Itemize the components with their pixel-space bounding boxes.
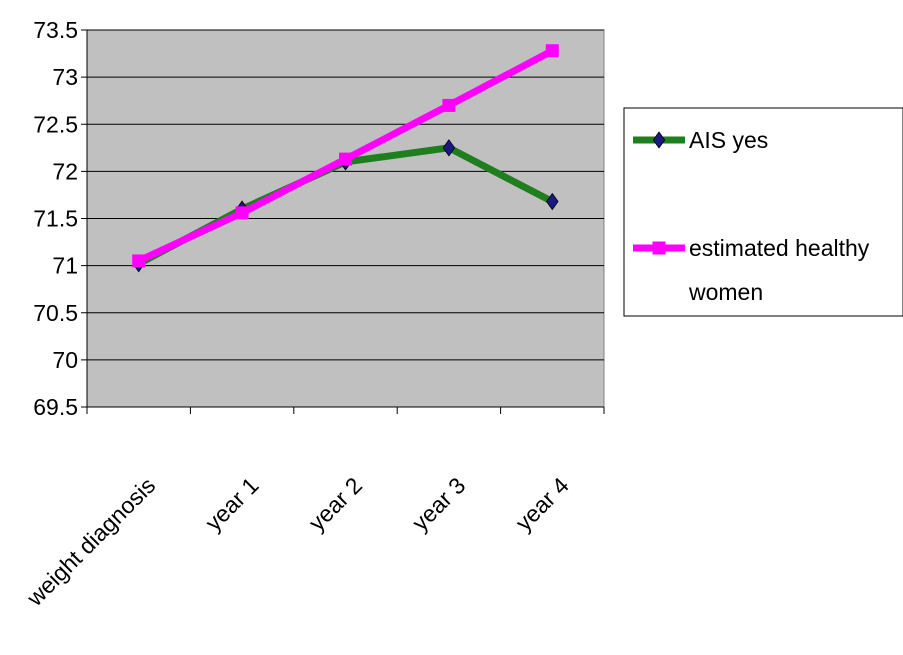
data-point-marker — [442, 139, 456, 157]
y-tick-label: 71.5 — [33, 206, 78, 232]
y-tick-label: 72.5 — [33, 111, 78, 137]
legend-swatch-marker — [652, 131, 666, 149]
axes — [81, 29, 605, 414]
x-tick-label: year 4 — [510, 472, 574, 536]
y-tick-label: 70 — [52, 347, 78, 373]
x-tick-label: weight diagnosis — [21, 472, 160, 611]
x-tick-label: year 3 — [407, 472, 471, 536]
y-tick-label: 73 — [52, 64, 78, 90]
y-axis-tick-labels: 73.5 73 72.5 72 71.5 71 70.5 70 69.5 — [33, 17, 78, 420]
x-axis-tick-labels: weight diagnosis year 1 year 2 year 3 year 4 — [21, 472, 574, 611]
legend-swatch-marker — [652, 241, 666, 255]
legend: AIS yes estimated healthy women — [623, 107, 903, 317]
legend-label: AIS yes — [689, 127, 768, 153]
data-point-marker — [546, 192, 559, 211]
y-tick-label: 73.5 — [33, 17, 78, 43]
data-point-marker — [442, 98, 456, 112]
legend-label-continued: women — [688, 279, 763, 305]
y-tick-label: 71 — [52, 253, 78, 279]
x-tick-label: year 2 — [303, 472, 367, 536]
series-layer — [132, 44, 559, 273]
y-tick-label: 70.5 — [33, 300, 78, 326]
data-point-marker — [235, 206, 249, 220]
legend-label: estimated healthy — [689, 235, 870, 261]
x-tick-label: year 1 — [200, 472, 264, 536]
data-point-marker — [132, 254, 146, 268]
data-point-marker — [545, 44, 559, 58]
data-point-marker — [339, 152, 352, 166]
gridlines — [87, 29, 604, 361]
y-tick-label: 69.5 — [33, 394, 78, 420]
y-tick-label: 72 — [52, 158, 78, 184]
